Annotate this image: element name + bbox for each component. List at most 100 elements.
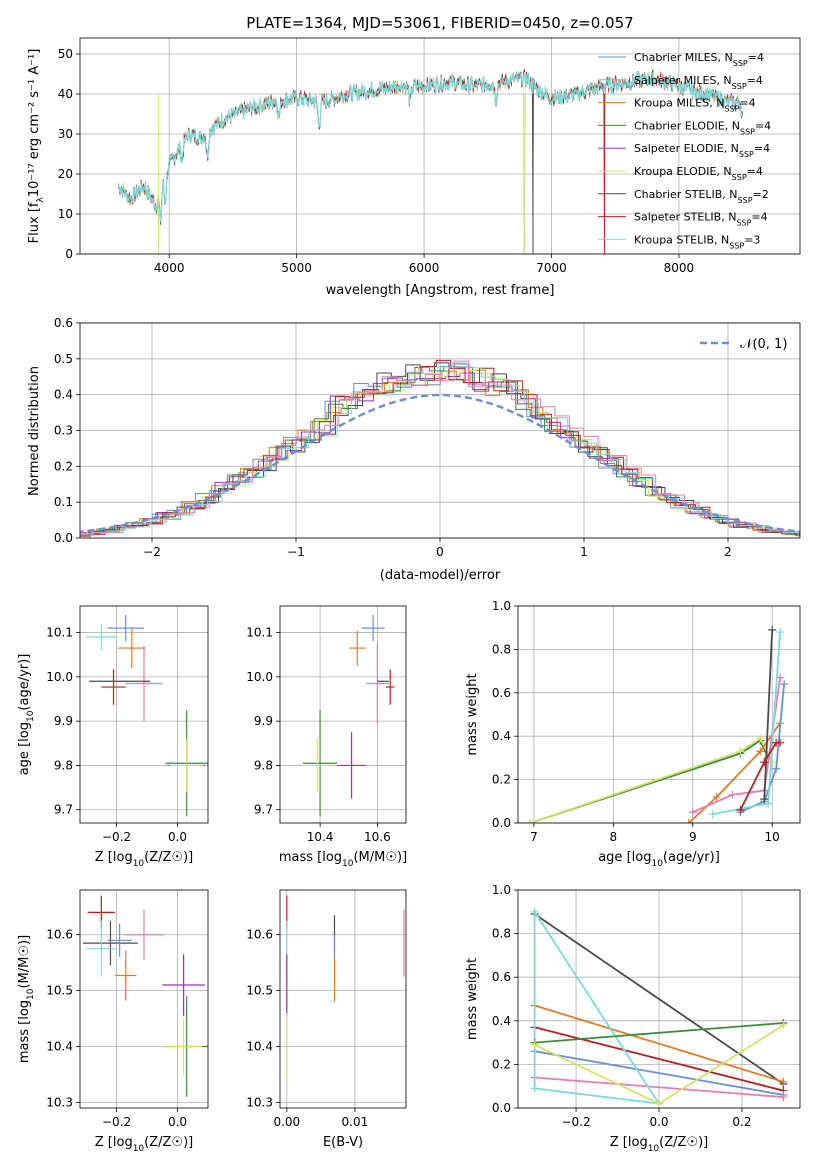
x-tick-label: 10.6 <box>364 830 391 844</box>
y-tick-label: 0.6 <box>492 970 511 984</box>
plot-area <box>525 625 789 823</box>
error-point <box>118 628 146 668</box>
legend-label: Chabrier MILES, NSSP=4 <box>634 51 764 68</box>
histogram-series <box>80 360 800 538</box>
residuals-axes: −2 −1 0 1 2 0.0 0.1 0.2 0.3 0.4 0.5 0.6 𝒩(0, 1) (data… <box>27 316 801 583</box>
weight-marker <box>525 819 534 823</box>
y-axis-label: mass weight <box>465 673 480 755</box>
axes-frame <box>279 889 407 1109</box>
y-tick-label: 10.6 <box>46 928 73 942</box>
x-axis-label: age [log10(age/yr)] <box>598 850 720 869</box>
y-tick-label: 9.9 <box>254 714 273 728</box>
y-tick-label: 10.0 <box>46 670 73 684</box>
x-tick-label: 0.0 <box>168 1115 187 1129</box>
mass-vs-EBV-axes: 0.00 0.01 10.3 10.4 10.5 10.6 E(B-V) <box>246 889 407 1150</box>
y-tick-label: 0.0 <box>54 531 73 545</box>
histogram-series <box>80 372 800 535</box>
x-tick-label: 6000 <box>409 261 440 275</box>
y-tick-label: 0.2 <box>492 1057 511 1071</box>
legend-label: Chabrier ELODIE, NSSP=4 <box>634 119 771 136</box>
error-point <box>107 923 132 958</box>
weight-line <box>688 722 781 823</box>
weight-marker <box>776 628 785 637</box>
y-tick-label: 10.3 <box>246 1095 273 1109</box>
plot-area <box>80 359 800 538</box>
weight-marker <box>780 680 789 689</box>
error-point <box>337 732 366 799</box>
x-axis-label: mass [log10(M/M☉)] <box>279 850 407 869</box>
y-tick-label: 10.4 <box>246 1040 273 1054</box>
weight-line <box>534 1026 784 1092</box>
axes-frame <box>279 605 407 824</box>
age-vs-Z-axes: −0.2 0.0 9.7 9.8 9.9 10.0 10.1 Z [log10(Z/Z☉)] a… <box>17 605 209 869</box>
weight-marker <box>772 764 781 773</box>
weight-vs-Z-axes: −0.2 0.0 0.2 0.0 0.2 0.4 0.6 0.8 1.0 Z [log10(Z/Z… <box>465 883 801 1154</box>
y-tick-label: 10.1 <box>46 626 73 640</box>
y-tick-label: 0 <box>65 247 73 261</box>
plot-area <box>286 895 405 1081</box>
x-tick-label: 0.0 <box>168 830 187 844</box>
x-tick-label: −0.2 <box>102 1115 131 1129</box>
y-tick-label: 20 <box>58 167 73 181</box>
plot-area <box>83 895 208 1097</box>
legend-label: Kroupa MILES, NSSP=4 <box>634 97 756 114</box>
legend-label: Salpeter STELIB, NSSP=4 <box>634 211 768 228</box>
x-tick-label: −2 <box>143 545 161 559</box>
y-tick-label: 1.0 <box>492 883 511 897</box>
error-point <box>302 710 338 817</box>
weight-marker <box>779 1021 788 1030</box>
y-tick-label: 10.5 <box>46 984 73 998</box>
weight-marker <box>728 790 737 799</box>
weight-marker <box>768 625 777 634</box>
histogram-series <box>80 363 800 536</box>
x-tick-label: 0.01 <box>342 1115 369 1129</box>
weight-marker <box>530 1040 539 1049</box>
y-axis-label: Flux [fλ10⁻¹⁷ erg cm⁻² s⁻¹ A⁻¹] <box>27 49 46 244</box>
error-point <box>302 738 332 792</box>
legend-label: 𝒩(0, 1) <box>740 337 787 352</box>
weight-line <box>534 1004 784 1083</box>
y-tick-label: 10.4 <box>46 1040 73 1054</box>
x-tick-label: 0 <box>436 545 444 559</box>
weight-marker <box>712 792 721 801</box>
y-tick-label: 10 <box>58 207 73 221</box>
weight-line <box>533 908 661 1105</box>
error-point <box>124 909 164 960</box>
legend-label: Kroupa ELODIE, NSSP=4 <box>634 165 763 182</box>
y-tick-label: 0.4 <box>492 1014 511 1028</box>
y-tick-label: 40 <box>58 87 73 101</box>
y-tick-label: 30 <box>58 127 73 141</box>
histogram-series <box>80 362 800 537</box>
x-axis-label: E(B-V) <box>323 1135 363 1150</box>
x-tick-label: −0.2 <box>102 830 131 844</box>
error-point <box>86 623 117 651</box>
histogram-series <box>80 366 800 535</box>
error-point <box>107 614 144 642</box>
y-tick-label: 0.4 <box>54 388 73 402</box>
weight-line <box>534 1076 784 1098</box>
legend-label: Kroupa STELIB, NSSP=3 <box>634 233 760 250</box>
x-tick-label: 1 <box>580 545 588 559</box>
error-point <box>385 669 395 705</box>
spectrum-axes: 4000 5000 6000 7000 8000 0 10 20 30 40 50 Chabrier … <box>27 14 801 298</box>
error-point <box>83 920 138 966</box>
y-tick-label: 9.9 <box>54 714 73 728</box>
x-tick-label: 7 <box>530 830 538 844</box>
legend-label: Salpeter MILES, NSSP=4 <box>634 74 763 91</box>
y-tick-label: 0.1 <box>54 495 73 509</box>
plot-area <box>86 614 208 817</box>
x-tick-label: 7000 <box>536 261 567 275</box>
weight-marker <box>756 747 765 756</box>
y-axis-label: age [log10(age/yr)] <box>17 654 36 776</box>
axes-frame <box>79 37 801 255</box>
y-tick-label: 0.6 <box>54 316 73 330</box>
chart-title: PLATE=1364, MJD=53061, FIBERID=0450, z=0… <box>246 14 633 32</box>
spectrum-legend: Chabrier MILES, NSSP=4 Salpeter MILES, NS… <box>598 51 771 250</box>
y-tick-label: 10.3 <box>46 1095 73 1109</box>
error-point <box>169 738 204 792</box>
histogram-series <box>80 359 800 537</box>
y-tick-label: 0.0 <box>492 816 511 830</box>
error-point <box>101 669 126 705</box>
y-tick-label: 10.1 <box>246 626 273 640</box>
axes-frame <box>517 889 801 1109</box>
